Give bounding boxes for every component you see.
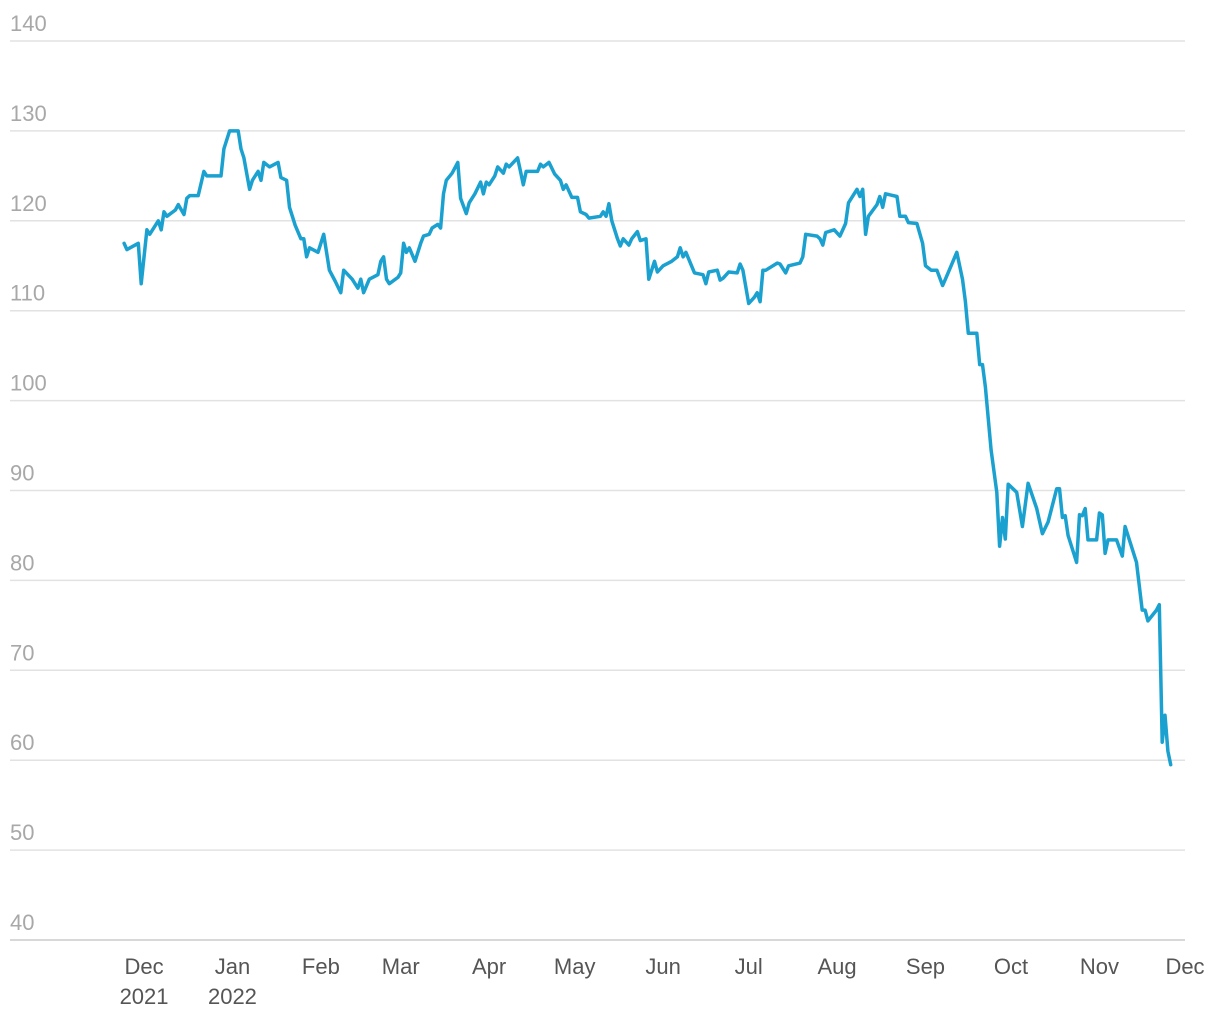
price-line — [122, 129, 1173, 767]
y-tick-label: 140 — [10, 11, 47, 36]
x-tick-label: Sep — [906, 954, 945, 979]
x-tick-label: Nov — [1080, 954, 1119, 979]
y-tick-label: 110 — [10, 281, 45, 306]
x-tick-label: May — [554, 954, 596, 979]
x-tick-label: Jan — [215, 954, 250, 979]
y-tick-label: 90 — [10, 461, 34, 486]
y-tick-label: 100 — [10, 371, 47, 396]
x-tick-label: Jun — [645, 954, 680, 979]
x-tick-label: Jul — [735, 954, 763, 979]
x-tick-year: 2022 — [208, 984, 257, 1009]
y-tick-label: 80 — [10, 550, 34, 575]
x-tick-label: Aug — [817, 954, 856, 979]
y-tick-label: 120 — [10, 191, 47, 216]
x-tick-label: Feb — [302, 954, 340, 979]
x-tick-label: Dec — [1165, 954, 1204, 979]
y-tick-label: 70 — [10, 640, 34, 665]
x-tick-label: Dec — [124, 954, 163, 979]
y-tick-label: 50 — [10, 820, 34, 845]
x-tick-label: Oct — [994, 954, 1028, 979]
y-tick-label: 40 — [10, 910, 34, 935]
y-tick-label: 60 — [10, 730, 34, 755]
x-tick-year: 2021 — [120, 984, 169, 1009]
x-tick-label: Mar — [382, 954, 420, 979]
y-tick-label: 130 — [10, 101, 47, 126]
x-tick-label: Apr — [472, 954, 506, 979]
